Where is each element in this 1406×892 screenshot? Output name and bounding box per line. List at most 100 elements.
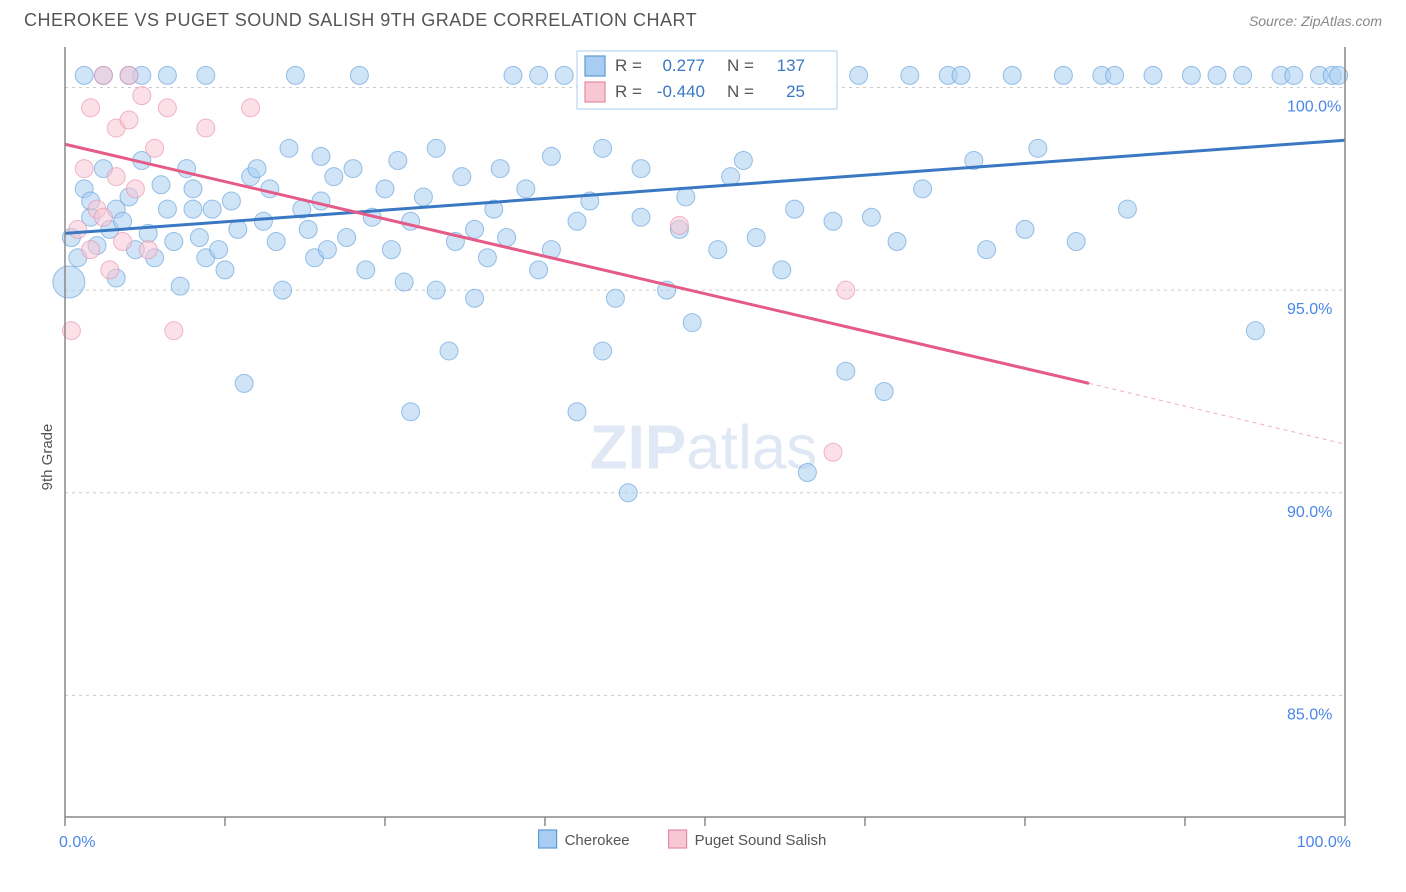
trend-line-salish-extrapolated — [1089, 383, 1345, 444]
scatter-point — [82, 241, 100, 259]
y-tick-label: 90.0% — [1287, 504, 1332, 521]
scatter-point — [824, 212, 842, 230]
stats-n-label: N = — [727, 56, 754, 75]
scatter-point — [94, 66, 112, 84]
scatter-point — [722, 168, 740, 186]
scatter-point — [1208, 66, 1226, 84]
scatter-point — [427, 139, 445, 157]
scatter-point — [837, 281, 855, 299]
watermark: ZIPatlas — [590, 413, 817, 482]
scatter-point — [107, 168, 125, 186]
scatter-point — [75, 160, 93, 178]
scatter-point — [69, 220, 87, 238]
scatter-point — [254, 212, 272, 230]
scatter-point — [824, 443, 842, 461]
scatter-point — [568, 403, 586, 421]
scatter-point — [568, 212, 586, 230]
scatter-point — [632, 160, 650, 178]
scatter-point — [274, 281, 292, 299]
scatter-point — [165, 322, 183, 340]
scatter-point — [286, 66, 304, 84]
y-tick-label: 95.0% — [1287, 301, 1332, 318]
scatter-point — [389, 151, 407, 169]
scatter-point — [1029, 139, 1047, 157]
scatter-point — [875, 382, 893, 400]
scatter-point — [120, 66, 138, 84]
scatter-point — [139, 241, 157, 259]
scatter-point — [165, 233, 183, 251]
y-tick-label: 85.0% — [1287, 706, 1332, 723]
chart-title: CHEROKEE VS PUGET SOUND SALISH 9TH GRADE… — [24, 10, 697, 31]
scatter-point — [1144, 66, 1162, 84]
scatter-point — [952, 66, 970, 84]
scatter-point — [299, 220, 317, 238]
scatter-point — [1234, 66, 1252, 84]
scatter-point — [338, 228, 356, 246]
scatter-point — [1285, 66, 1303, 84]
x-tick-label: 100.0% — [1297, 834, 1351, 851]
scatter-point — [184, 200, 202, 218]
scatter-point — [594, 342, 612, 360]
stats-r-label: R = — [615, 82, 642, 101]
scatter-point — [632, 208, 650, 226]
scatter-point — [594, 139, 612, 157]
legend-label: Cherokee — [565, 832, 630, 849]
scatter-point — [120, 111, 138, 129]
scatter-point — [312, 147, 330, 165]
scatter-point — [318, 241, 336, 259]
scatter-point — [261, 180, 279, 198]
scatter-point — [1054, 66, 1072, 84]
scatter-point — [222, 192, 240, 210]
scatter-point — [171, 277, 189, 295]
legend-swatch — [539, 830, 557, 848]
legend-swatch — [669, 830, 687, 848]
scatter-point — [478, 249, 496, 267]
scatter-point — [1003, 66, 1021, 84]
scatter-point — [709, 241, 727, 259]
scatter-point — [498, 228, 516, 246]
scatter-point — [126, 180, 144, 198]
scatter-point — [216, 261, 234, 279]
scatter-point — [670, 216, 688, 234]
stats-swatch — [585, 56, 605, 76]
scatter-point — [197, 119, 215, 137]
scatter-point — [683, 314, 701, 332]
scatter-point — [203, 200, 221, 218]
scatter-point — [901, 66, 919, 84]
scatter-point — [414, 188, 432, 206]
stats-n-label: N = — [727, 82, 754, 101]
scatter-point — [1016, 220, 1034, 238]
scatter-point — [747, 228, 765, 246]
scatter-point — [1246, 322, 1264, 340]
scatter-point — [530, 261, 548, 279]
y-axis-label: 9th Grade — [39, 424, 56, 491]
scatter-point — [53, 266, 85, 298]
y-tick-label: 100.0% — [1287, 99, 1341, 116]
scatter-point — [773, 261, 791, 279]
scatter-point — [114, 233, 132, 251]
scatter-point — [530, 66, 548, 84]
scatter-point — [466, 220, 484, 238]
x-tick-label: 0.0% — [59, 834, 95, 851]
chart-container: 9th Grade 85.0% 90.0% 95.0% 100.0% ZIPatlas 0… — [20, 37, 1386, 877]
scatter-point — [158, 99, 176, 117]
scatter-point — [229, 220, 247, 238]
scatter-point — [555, 66, 573, 84]
scatter-point — [491, 160, 509, 178]
scatter-point — [197, 66, 215, 84]
scatter-point — [146, 139, 164, 157]
stats-r-value: 0.277 — [662, 56, 705, 75]
scatter-point — [677, 188, 695, 206]
trend-line-cherokee — [65, 140, 1345, 233]
scatter-point — [440, 342, 458, 360]
scatter-point — [395, 273, 413, 291]
scatter-point — [1118, 200, 1136, 218]
scatter-point — [94, 208, 112, 226]
scatter-point — [786, 200, 804, 218]
scatter-point — [267, 233, 285, 251]
scatter-point — [235, 374, 253, 392]
scatter-point — [376, 180, 394, 198]
scatter-point — [312, 192, 330, 210]
correlation-scatter-chart: 85.0% 90.0% 95.0% 100.0% ZIPatlas 0.0% 100.0% R… — [20, 37, 1386, 877]
scatter-point — [837, 362, 855, 380]
